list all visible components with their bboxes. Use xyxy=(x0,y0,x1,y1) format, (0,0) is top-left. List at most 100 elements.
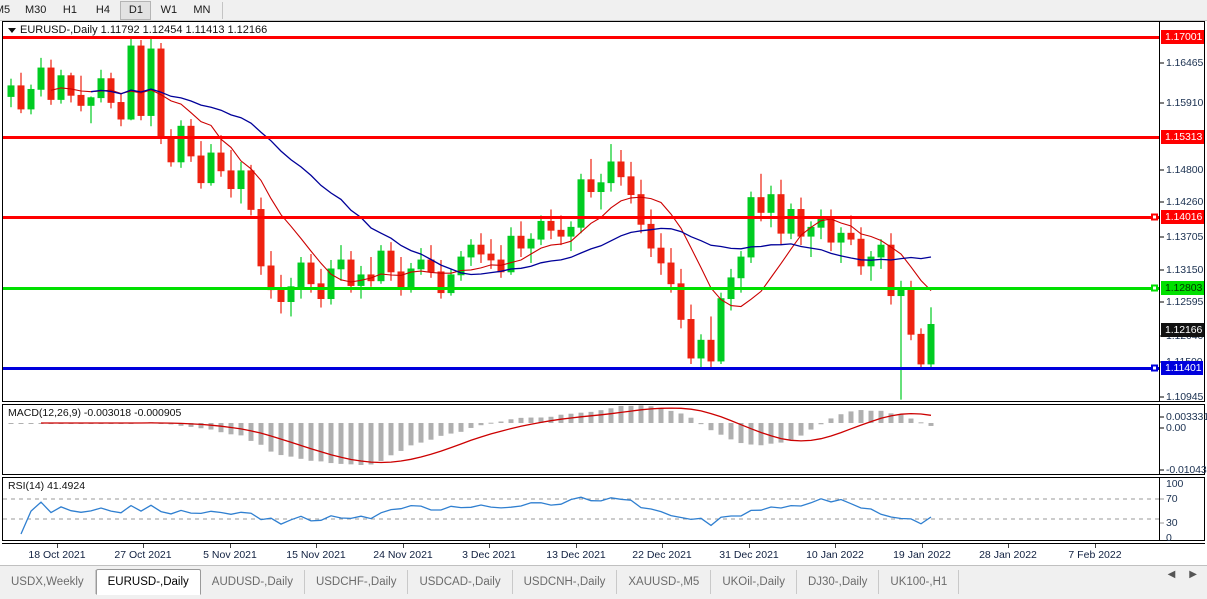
rsi-label: RSI(14) 41.4924 xyxy=(8,480,86,492)
macd-label: MACD(12,26,9) -0.003018 -0.000905 xyxy=(8,407,182,419)
price-axis-tick xyxy=(1160,396,1164,398)
price-level-badge-1.11401[interactable]: 1.11401 xyxy=(1161,361,1204,375)
timeframe-button-m5-label: M5 xyxy=(0,4,11,16)
price-axis-tick xyxy=(1160,301,1164,303)
time-axis-tick xyxy=(403,544,404,548)
time-axis-label: 13 Dec 2021 xyxy=(546,549,606,561)
price-level-badge-1.12803[interactable]: 1.12803 xyxy=(1161,281,1205,295)
chart-tab-ukoil-daily[interactable]: UKOil-,Daily xyxy=(711,570,797,594)
time-axis-tick xyxy=(57,544,58,548)
last-price-badge[interactable]: 1.12166 xyxy=(1161,323,1205,337)
time-axis-tick xyxy=(1008,544,1009,548)
time-axis-tick xyxy=(662,544,663,548)
chart-tab-dj30-daily[interactable]: DJ30-,Daily xyxy=(797,570,880,594)
time-axis-label: 19 Jan 2022 xyxy=(893,549,951,561)
time-axis-label: 18 Oct 2021 xyxy=(28,549,86,561)
macd-panel[interactable]: MACD(12,26,9) -0.003018 -0.000905 0.0033… xyxy=(2,404,1207,476)
price-axis-label: 1.16465 xyxy=(1166,57,1204,69)
rsi-axis-tick xyxy=(1160,498,1164,500)
price-axis-label: 1.10945 xyxy=(1166,391,1204,403)
collapse-triangle-icon[interactable] xyxy=(8,27,16,33)
chart-tab-eurusd-daily[interactable]: EURUSD-,Daily xyxy=(95,569,201,595)
time-axis-label: 24 Nov 2021 xyxy=(373,549,433,561)
price-level-handle-1.14016[interactable] xyxy=(1151,213,1158,221)
chart-tab-uk100-h1[interactable]: UK100-,H1 xyxy=(879,570,960,594)
time-axis-label: 31 Dec 2021 xyxy=(719,549,779,561)
macd-axis-tick xyxy=(1160,469,1164,471)
timeframe-toolbar: M5 M30 H1 H4 D1 W1 MN xyxy=(0,0,1207,21)
tab-scroll-left-icon[interactable]: ◀ xyxy=(1167,569,1176,580)
chart-stack: EURUSD-,Daily 1.11792 1.12454 1.11413 1.… xyxy=(0,21,1207,565)
price-axis-tick xyxy=(1160,169,1164,171)
time-axis-label: 5 Nov 2021 xyxy=(203,549,257,561)
price-axis-tick xyxy=(1160,236,1164,238)
time-axis-label: 10 Jan 2022 xyxy=(806,549,864,561)
time-axis-tick xyxy=(489,544,490,548)
price-level-badge-1.15313[interactable]: 1.15313 xyxy=(1161,130,1205,144)
rsi-series xyxy=(3,496,1161,535)
timeframe-button-m30[interactable]: M30 xyxy=(25,4,47,16)
timeframe-button-m5-clipped[interactable]: M5 xyxy=(0,1,18,20)
tab-scroll-right-icon[interactable]: ▶ xyxy=(1189,569,1197,580)
time-axis-tick xyxy=(922,544,923,548)
price-axis-label: 1.12595 xyxy=(1166,296,1204,308)
price-plot-area[interactable] xyxy=(3,22,1161,401)
chart-tab-usdchf-daily[interactable]: USDCHF-,Daily xyxy=(305,570,409,594)
timeframe-button-d1[interactable]: D1 xyxy=(120,0,152,20)
rsi-axis-label: 0 xyxy=(1166,532,1172,544)
price-axis-tick xyxy=(1160,201,1164,203)
price-level-badge-1.17001[interactable]: 1.17001 xyxy=(1161,30,1205,44)
rsi-panel[interactable]: RSI(14) 41.4924 100 70 30 0 xyxy=(2,477,1205,544)
macd-axis-tick xyxy=(1160,427,1164,429)
price-level-line-1.14016[interactable] xyxy=(3,216,1161,219)
chart-tab-usdcad-daily[interactable]: USDCAD-,Daily xyxy=(408,570,513,594)
time-axis-tick xyxy=(143,544,144,548)
time-axis-label: 22 Dec 2021 xyxy=(632,549,692,561)
macd-plot-area[interactable] xyxy=(3,405,1161,474)
macd-series xyxy=(8,405,934,465)
price-level-line-1.17001[interactable] xyxy=(3,36,1161,39)
price-level-handle-1.12803[interactable] xyxy=(1151,284,1158,292)
rsi-axis-label: 70 xyxy=(1166,493,1178,505)
rsi-axis-label: 30 xyxy=(1166,517,1178,529)
macd-axis-label: 0.003331 xyxy=(1166,411,1207,423)
chart-header-text: EURUSD-,Daily 1.11792 1.12454 1.11413 1.… xyxy=(20,24,268,36)
macd-axis-label: 0.00 xyxy=(1166,422,1187,434)
timeframe-button-mn[interactable]: MN xyxy=(193,4,211,16)
chart-tab-usdcnh-daily[interactable]: USDCNH-,Daily xyxy=(513,570,618,594)
timeframe-button-w1[interactable]: W1 xyxy=(160,4,178,16)
rsi-axis-label: 100 xyxy=(1166,478,1184,490)
price-axis-tick xyxy=(1160,102,1164,104)
rsi-axis: 100 70 30 0 xyxy=(1159,478,1204,544)
time-axis-tick xyxy=(749,544,750,548)
price-level-line-1.11401[interactable] xyxy=(3,367,1161,370)
chart-tab-audusd-daily[interactable]: AUDUSD-,Daily xyxy=(201,570,305,594)
price-level-line-1.15313[interactable] xyxy=(3,136,1161,139)
toolbar-separator xyxy=(222,1,224,19)
price-level-badge-1.14016[interactable]: 1.14016 xyxy=(1161,210,1205,224)
time-axis-label: 27 Oct 2021 xyxy=(114,549,172,561)
price-axis-tick xyxy=(1160,62,1164,64)
price-axis[interactable]: 1.16465 1.15910 1.14800 1.14260 1.13705 1.131… xyxy=(1159,22,1205,403)
timeframe-button-h4[interactable]: H4 xyxy=(95,4,110,16)
price-axis-label: 1.15910 xyxy=(1166,97,1204,109)
price-axis-tick xyxy=(1160,269,1164,271)
tab-nav: ◀ ▶ xyxy=(1168,570,1207,580)
price-axis-label: 1.13705 xyxy=(1166,231,1204,243)
time-axis-tick xyxy=(230,544,231,548)
timeframe-button-h1[interactable]: H1 xyxy=(62,4,77,16)
price-axis-label: 1.14260 xyxy=(1166,196,1204,208)
chart-tab-usdx-weekly[interactable]: USDX,Weekly xyxy=(0,570,96,594)
rsi-plot-area[interactable] xyxy=(3,478,1161,540)
time-axis-label: 3 Dec 2021 xyxy=(462,549,516,561)
time-axis-tick xyxy=(316,544,317,548)
price-level-line-1.12803[interactable] xyxy=(3,287,1161,290)
time-axis-tick xyxy=(835,544,836,548)
price-level-handle-1.11401[interactable] xyxy=(1151,364,1158,372)
macd-axis-label: -0.010439 xyxy=(1166,464,1207,476)
time-axis[interactable]: 18 Oct 2021 27 Oct 2021 5 Nov 2021 15 Nov 2… xyxy=(2,543,1205,565)
candlestick-series xyxy=(7,37,935,400)
price-chart-panel[interactable]: EURUSD-,Daily 1.11792 1.12454 1.11413 1.… xyxy=(2,21,1205,403)
chart-tab-xauusd-m5[interactable]: XAUUSD-,M5 xyxy=(617,570,712,594)
